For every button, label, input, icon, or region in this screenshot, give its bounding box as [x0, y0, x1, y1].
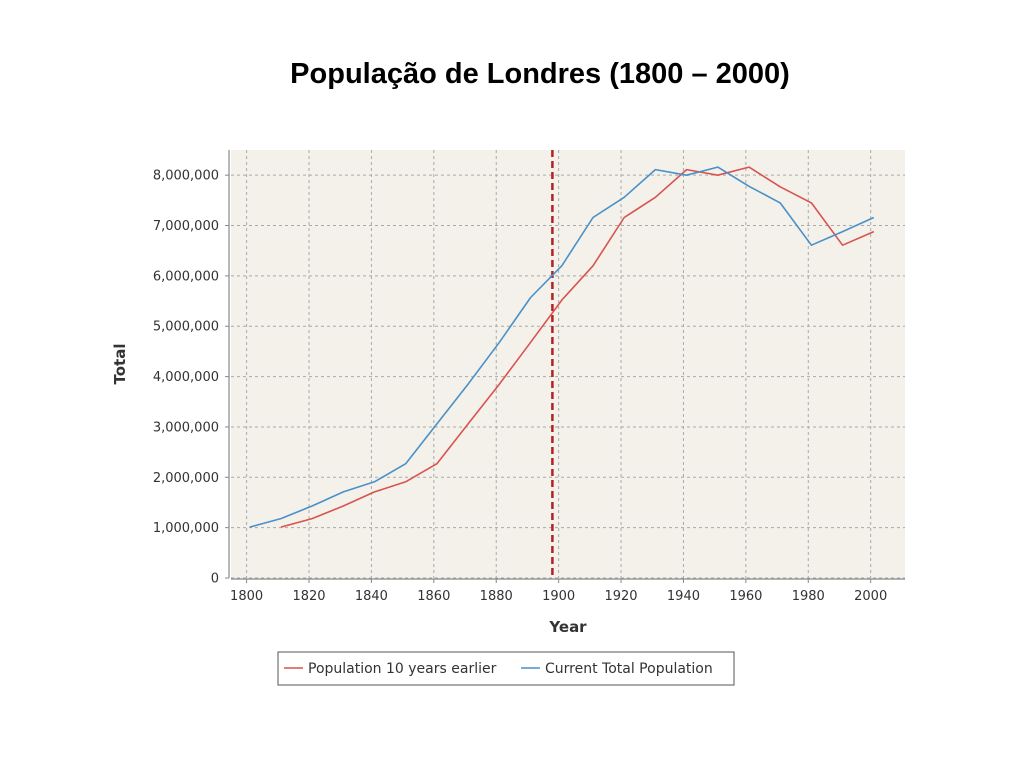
x-tick-label: 1940: [667, 589, 700, 604]
y-tick-label: 2,000,000: [153, 471, 219, 486]
plot-background: [231, 150, 905, 578]
y-tick-label: 4,000,000: [153, 370, 219, 385]
y-axis-title: Total: [111, 344, 129, 385]
y-tick-label: 8,000,000: [153, 169, 219, 184]
x-tick-label: 2000: [854, 589, 887, 604]
x-tick-label: 1860: [417, 589, 450, 604]
x-tick-label: 1820: [292, 589, 325, 604]
x-tick-label: 1840: [355, 589, 388, 604]
y-tick-label: 1,000,000: [153, 521, 219, 536]
slide-title: População de Londres (1800 – 2000): [290, 58, 790, 90]
series-group: [249, 166, 875, 528]
y-axis-ticks: 0 1,000,000 2,000,000 3,000,000 4,000,000 5,0…: [153, 169, 229, 587]
x-tick-label: 1980: [792, 589, 825, 604]
y-tick-label: 5,000,000: [153, 320, 219, 335]
x-tick-label: 1900: [542, 589, 575, 604]
x-axis-ticks: 1800 1820 1840 1860 1880 1900 1920 1940 1960 1980…: [230, 579, 887, 604]
grid: [231, 150, 905, 579]
y-tick-label: 6,000,000: [153, 269, 219, 284]
legend: Population 10 years earlier Current Tota…: [277, 651, 735, 686]
legend-label-current-population: Current Total Population: [545, 661, 713, 677]
series-line-population-earlier: [280, 166, 875, 528]
x-tick-label: 1880: [480, 589, 513, 604]
y-tick-label: 7,000,000: [153, 219, 219, 234]
y-tick-label: 0: [211, 572, 219, 587]
x-tick-label: 1920: [604, 589, 637, 604]
axes: [228, 150, 905, 580]
x-tick-label: 1960: [729, 589, 762, 604]
legend-label-population-earlier: Population 10 years earlier: [308, 661, 497, 677]
legend-box: [277, 651, 735, 686]
y-tick-label: 3,000,000: [153, 420, 219, 435]
x-tick-label: 1800: [230, 589, 263, 604]
series-line-current-population: [249, 166, 875, 528]
x-axis-title: Year: [548, 618, 587, 636]
